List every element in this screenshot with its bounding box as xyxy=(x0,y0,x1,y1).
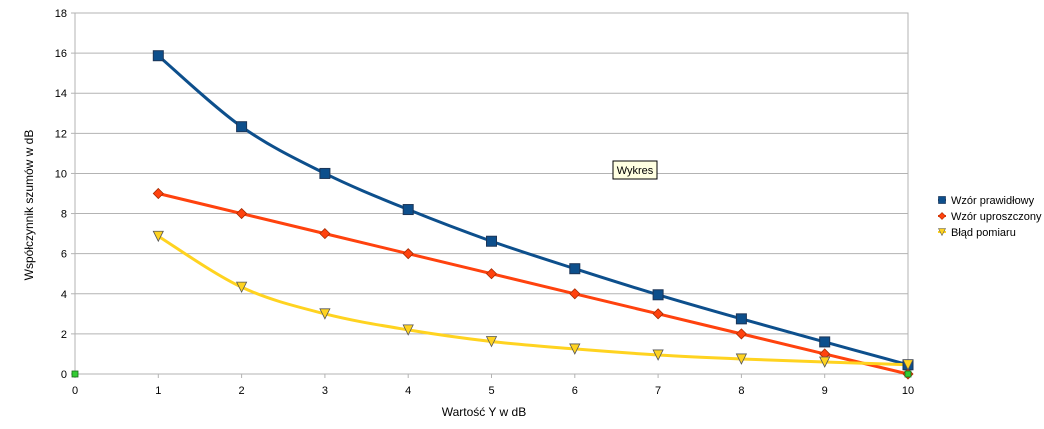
data-point-series-0 xyxy=(819,336,831,348)
y-tick-label: 2 xyxy=(61,329,67,341)
y-tick-label: 4 xyxy=(61,289,67,301)
y-axis-title: Współczynnik szumów w dB xyxy=(22,130,36,281)
x-tick-label: 6 xyxy=(572,385,578,397)
data-point-series-1 xyxy=(152,187,164,200)
x-tick-label: 0 xyxy=(72,385,78,397)
data-point-series-0 xyxy=(402,204,414,216)
data-point-series-2 xyxy=(152,230,164,243)
legend: Wzór prawidłowy Wzór uproszczony Błąd pomi… xyxy=(938,195,1042,239)
data-point-series-1 xyxy=(236,207,248,220)
x-tick-label: 3 xyxy=(322,385,328,397)
plot-frame xyxy=(74,12,909,375)
extra-data-point xyxy=(904,370,912,378)
y-tick-label: 0 xyxy=(61,369,67,381)
data-point-series-2 xyxy=(652,349,664,361)
y-tick-label: 14 xyxy=(55,88,67,100)
legend-label-2: Błąd pomiaru xyxy=(951,227,1016,239)
x-tick-label: 5 xyxy=(488,385,494,397)
legend-marker-1 xyxy=(938,212,946,220)
series-line-1 xyxy=(157,192,909,376)
legend-label-1: Wzór uproszczony xyxy=(951,211,1042,223)
y-tick-label: 8 xyxy=(61,209,67,221)
data-point-series-1 xyxy=(735,328,747,340)
legend-marker-2 xyxy=(938,228,946,237)
x-tick-label: 9 xyxy=(822,385,828,397)
y-tick-label: 16 xyxy=(55,48,67,60)
data-point-series-0 xyxy=(236,121,248,133)
tooltip-label: Wykres xyxy=(617,165,654,177)
series-line-2 xyxy=(157,234,909,367)
data-point-series-1 xyxy=(569,288,581,300)
legend-label-0: Wzór prawidłowy xyxy=(951,195,1035,207)
data-point-series-1 xyxy=(402,248,414,260)
data-point-series-0 xyxy=(319,167,331,179)
y-tick-label: 6 xyxy=(61,249,67,261)
x-tick-label: 4 xyxy=(405,385,411,397)
x-axis-title: Wartość Y w dB xyxy=(442,405,526,419)
data-point-series-2 xyxy=(902,359,914,371)
data-point-series-0 xyxy=(735,313,747,325)
data-point-series-2 xyxy=(735,353,748,365)
x-tick-label: 2 xyxy=(239,385,245,397)
grid-layer xyxy=(74,12,909,375)
data-point-series-2 xyxy=(819,356,831,368)
data-point-series-1 xyxy=(652,308,664,320)
data-point-series-0 xyxy=(486,235,497,247)
data-point-series-2 xyxy=(569,343,581,355)
data-point-series-2 xyxy=(235,281,248,294)
data-point-series-2 xyxy=(485,336,498,348)
data-point-series-1 xyxy=(319,228,331,240)
data-point-series-1 xyxy=(485,268,498,280)
data-point-series-0 xyxy=(569,263,581,275)
x-tick-label: 8 xyxy=(738,385,744,397)
data-point-series-2 xyxy=(319,308,331,320)
tooltip: Wykres xyxy=(612,160,658,180)
data-point-series-0 xyxy=(152,50,164,62)
x-tick-label: 10 xyxy=(902,385,914,397)
series-line-0 xyxy=(157,54,909,367)
data-point-series-2 xyxy=(402,324,414,336)
extra-data-point xyxy=(71,370,79,378)
series-layer xyxy=(71,50,914,380)
legend-marker-0 xyxy=(938,196,946,204)
tooltip-box xyxy=(612,160,658,180)
x-tick-label: 1 xyxy=(155,385,161,397)
y-tick-label: 12 xyxy=(55,128,67,140)
x-tick-label: 7 xyxy=(655,385,661,397)
y-tick-label: 18 xyxy=(55,8,67,20)
y-tick-label: 10 xyxy=(55,168,67,180)
data-point-series-0 xyxy=(652,289,664,301)
